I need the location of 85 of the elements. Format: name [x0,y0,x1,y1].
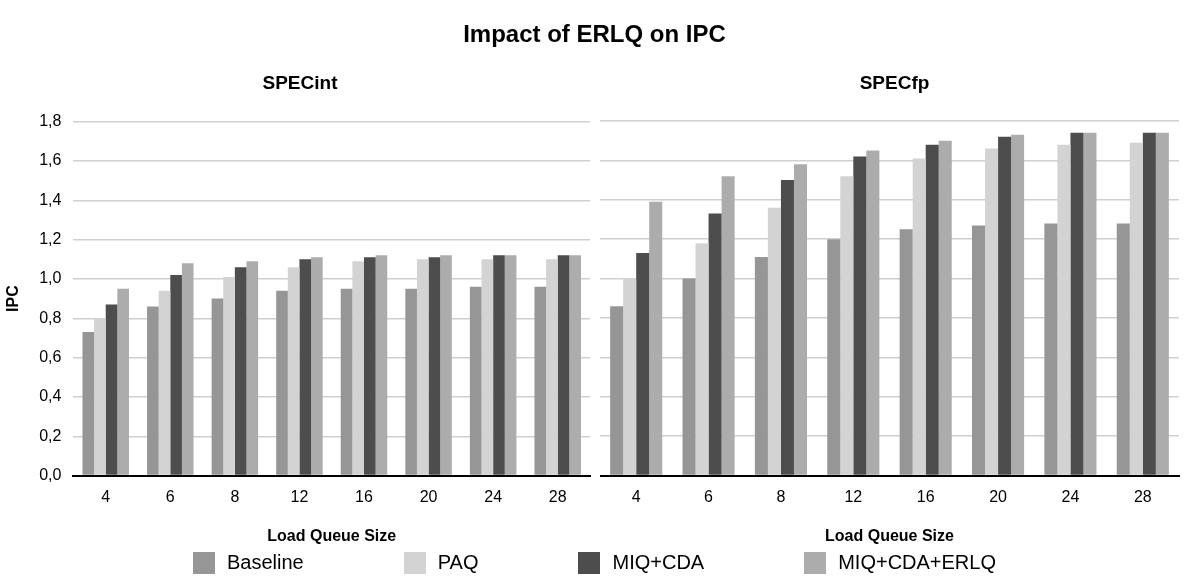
bar [534,286,547,475]
bar [211,298,224,475]
y-tick-label: 0,6 [39,348,62,366]
bar [246,261,259,475]
bar [649,201,663,475]
y-tick-label: 1,4 [39,190,62,208]
chart-title: SPECfp [858,72,931,95]
bar [440,255,452,475]
bar [754,256,768,475]
legend-label: Baseline [227,551,304,574]
y-axis-title: IPC [4,284,22,312]
bar [853,156,867,475]
bar [276,290,288,475]
bar [780,180,794,475]
bar [972,225,986,475]
bar [428,257,441,475]
chart-title: Impact of ERLQ on IPC [462,20,727,48]
x-tick-label: 6 [165,487,175,505]
bar [82,332,95,475]
x-tick-label: 24 [1061,487,1080,505]
bar [364,257,376,475]
bar [1116,223,1130,475]
bar [340,288,353,475]
bar [1083,132,1097,475]
x-tick-label: 24 [484,487,503,505]
bar [1142,132,1156,475]
x-tick-label: 20 [989,487,1008,505]
x-axis-title: Load Queue Size [825,526,955,544]
bar [1011,134,1025,475]
y-tick-label: 0,0 [39,466,62,484]
bar [938,140,952,475]
bar [181,263,194,475]
bar [504,255,517,475]
bar [708,213,722,475]
bar [311,257,323,475]
bar [866,150,880,475]
bar [158,290,171,475]
chart-subtitle: SPECint [261,72,339,95]
legend-label: PAQ [437,551,479,574]
x-tick-label: 28 [1133,487,1152,505]
bar [682,278,696,475]
legend-label: MIQ+CDA [612,551,705,574]
bar [925,144,939,475]
bar [170,275,182,475]
bar [1044,223,1058,475]
y-tick-label: 0,8 [39,308,62,326]
bar [105,304,118,475]
bar [147,306,159,475]
x-tick-label: 4 [101,487,111,505]
y-tick-label: 0,4 [39,387,62,405]
x-tick-label: 4 [631,487,641,505]
bar [610,306,624,475]
bar [375,255,388,475]
bar [899,229,913,475]
legend-label: MIQ+CDA+ERLQ [838,551,996,574]
x-tick-label: 28 [548,487,567,505]
x-tick-label: 8 [776,487,786,505]
bar [493,255,505,475]
bar [998,136,1012,475]
bar [469,286,482,475]
bar [557,255,570,475]
x-tick-label: 8 [230,487,240,505]
bar [721,176,735,475]
x-tick-label: 12 [290,487,309,505]
y-tick-label: 1,0 [39,269,62,287]
bar [405,288,417,475]
bar [636,252,650,475]
x-tick-label: 12 [844,487,863,505]
y-tick-label: 0,2 [39,426,62,444]
y-tick-label: 1,2 [39,230,62,248]
y-tick-label: 1,8 [39,112,62,130]
bar [569,255,581,475]
bar [299,259,312,475]
bar [1070,132,1084,475]
x-tick-label: 16 [916,487,935,505]
x-tick-label: 16 [355,487,374,505]
y-tick-label: 1,6 [39,151,62,169]
bar [1155,132,1169,475]
bar [827,239,841,475]
x-tick-label: 6 [704,487,714,505]
bar [234,267,247,475]
bar [793,164,807,475]
x-tick-label: 20 [419,487,438,505]
bar [117,288,129,475]
x-axis-title: Load Queue Size [267,526,397,544]
